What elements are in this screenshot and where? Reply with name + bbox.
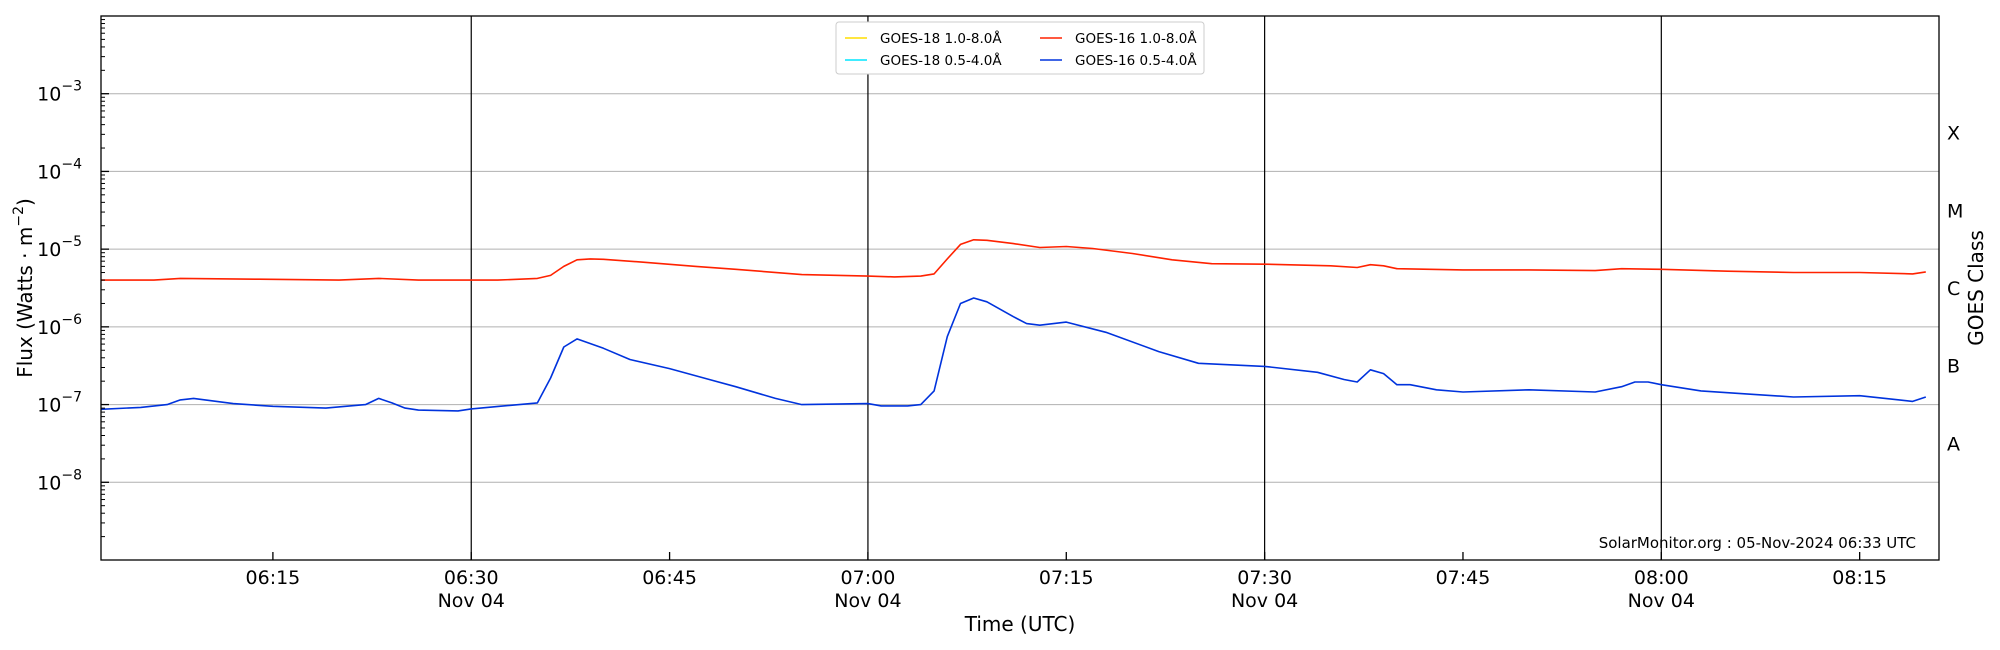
plot-frame [100,15,1940,561]
axis-ticks [101,19,1861,560]
y-tick-label: 10−6 [37,312,82,339]
x-tick-label: 08:15 [1832,567,1887,589]
legend-label: GOES-16 1.0-8.0Å [1075,30,1197,47]
legend-box [835,21,1205,75]
goes-class-label: X [1947,123,1960,145]
grid-lines [101,93,1939,483]
goes-class-labels: A B C M X [1947,123,1963,456]
y-tick-label: 10−8 [37,467,82,494]
legend-label: GOES-18 0.5-4.0Å [880,52,1002,69]
vertical-day-lines [470,16,1662,560]
x-tick-date-label: Nov 04 [834,590,901,612]
y-tick-base: 10 [37,472,61,494]
legend-label: GOES-18 1.0-8.0Å [880,30,1002,47]
x-tick-label: 08:00 [1634,567,1689,589]
y-tick-label: 10−5 [37,234,82,261]
y-tick-label: 10−7 [37,390,82,417]
y-axis-title-exponent: −2 [11,206,27,227]
y-tick-label: 10−3 [37,79,82,106]
y-tick-label: 10−4 [37,156,82,183]
y-axis-title-main: Flux (Watts · m [13,227,37,378]
y-tick-base: 10 [37,161,61,183]
y-tick-exponent: −8 [61,467,82,483]
x-tick-label: 07:00 [841,567,896,589]
x-tick-label: 06:30 [444,567,499,589]
y-tick-exponent: −3 [61,79,82,95]
y-tick-base: 10 [37,395,61,417]
y-tick-exponent: −4 [61,156,82,172]
goes-class-label: B [1947,356,1960,378]
y-tick-labels: 10−810−710−610−510−410−3 [37,79,82,495]
goes-class-label: C [1947,278,1960,300]
series-layer [100,239,1927,412]
y-axis-title: Flux (Watts · m−2) [11,198,37,378]
y-tick-exponent: −6 [61,312,82,328]
legend-label: GOES-16 0.5-4.0Å [1075,52,1197,69]
right-axis-title: GOES Class [1964,230,1988,346]
goes-class-label: A [1947,433,1960,455]
x-tick-label: 07:15 [1039,567,1094,589]
x-tick-label: 06:45 [642,567,697,589]
y-tick-base: 10 [37,239,61,261]
series-line [101,239,1926,281]
y-tick-base: 10 [37,317,61,339]
y-axis-title-close: ) [13,198,37,206]
y-tick-base: 10 [37,84,61,106]
x-tick-label: 07:30 [1237,567,1292,589]
x-axis-title: Time (UTC) [964,612,1076,636]
x-tick-date-label: Nov 04 [438,590,505,612]
credit-text: SolarMonitor.org : 05-Nov-2024 06:33 UTC [1599,534,1916,552]
x-tick-label: 06:15 [246,567,301,589]
goes-class-label: M [1947,200,1963,222]
series-line [100,297,1927,412]
x-tick-date-label: Nov 04 [1628,590,1695,612]
x-tick-date-label: Nov 04 [1231,590,1298,612]
y-tick-exponent: −7 [61,390,82,406]
legend: GOES-18 1.0-8.0Å GOES-18 0.5-4.0Å GOES-16 … [835,21,1205,75]
y-tick-exponent: −5 [61,234,82,250]
x-tick-label: 07:45 [1436,567,1491,589]
